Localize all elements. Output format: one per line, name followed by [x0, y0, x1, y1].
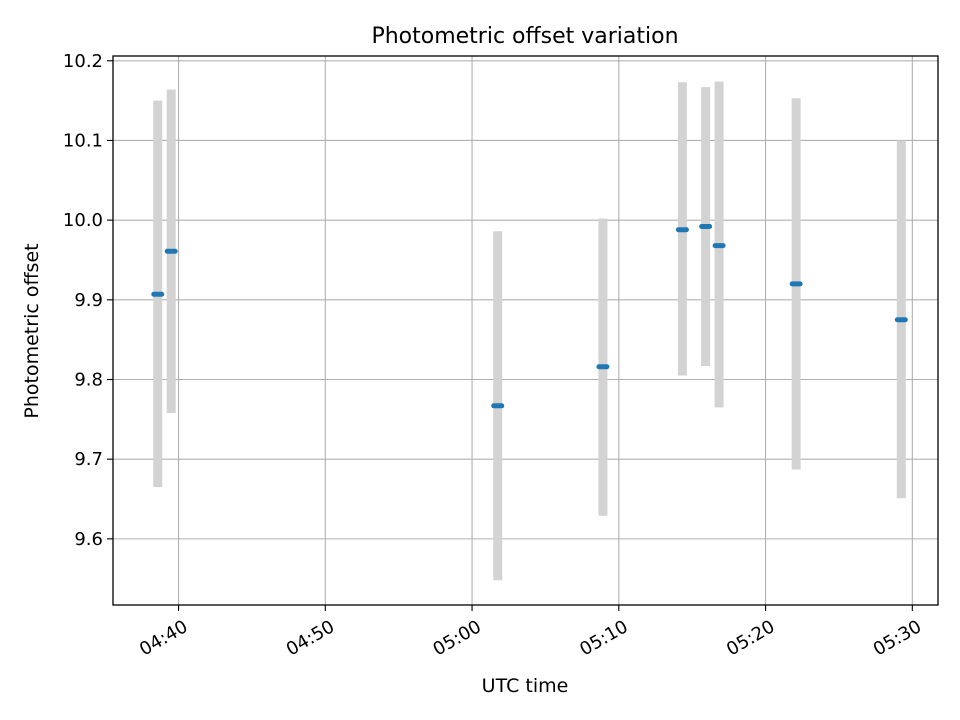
y-axis: 9.6 9.7 9.8 9.9 10.0 10.1 10.2: [63, 51, 113, 550]
y-tick-label: 10.1: [63, 130, 103, 151]
y-tick-label: 10.2: [63, 51, 103, 72]
chart-title: Photometric offset variation: [371, 24, 678, 49]
x-tick-label: 05:00: [430, 616, 485, 660]
x-tick-label: 04:40: [136, 616, 191, 660]
y-tick-label: 9.8: [74, 370, 103, 391]
x-tick-label: 05:10: [576, 616, 631, 660]
error-bars: [153, 81, 906, 581]
y-tick-label: 10.0: [63, 210, 103, 231]
x-axis: 04:40 04:50 05:00 05:10 05:20 05:30: [136, 605, 925, 660]
plot-frame: [112, 55, 939, 606]
data-points: [151, 224, 908, 409]
x-tick-label: 05:20: [723, 616, 778, 660]
x-axis-label: UTC time: [482, 675, 569, 697]
y-tick-label: 9.7: [74, 449, 103, 470]
y-tick-label: 9.6: [74, 529, 103, 550]
grid: [113, 56, 938, 605]
x-tick-label: 05:30: [870, 616, 925, 660]
y-axis-label: Photometric offset: [21, 243, 43, 418]
x-tick-label: 04:50: [283, 616, 338, 660]
y-tick-label: 9.9: [74, 290, 103, 311]
